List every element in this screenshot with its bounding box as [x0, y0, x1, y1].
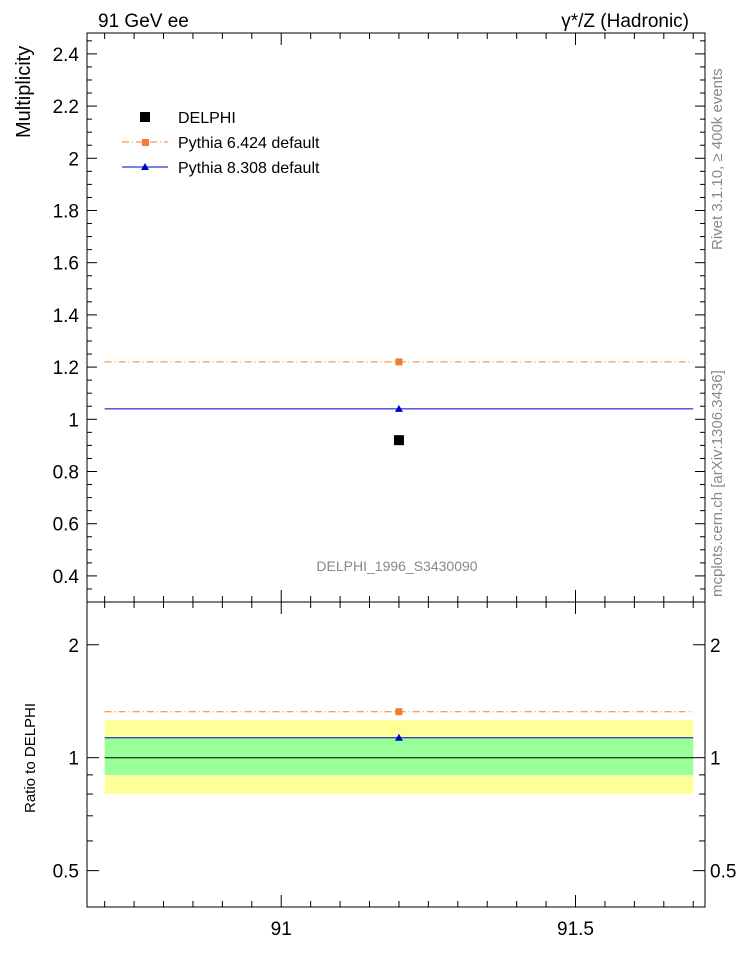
ratio-ytick-label: 0.5 [53, 862, 79, 883]
ratio-ytick-label: 1 [68, 749, 79, 770]
delphi-point [393, 435, 404, 446]
main-ytick-label: 2.4 [53, 45, 80, 66]
header-right: γ*/Z (Hadronic) [561, 11, 689, 32]
mcplots-label: mcplots.cern.ch [arXiv:1306.3436] [709, 370, 726, 597]
ratio-xtick-label: 91 [271, 919, 292, 940]
main-ytick-label: 1 [68, 410, 79, 431]
main-ytick-label: 2 [68, 149, 79, 170]
rivet-label: Rivet 3.1.10, ≥ 400k events [709, 68, 726, 250]
legend-marker-pythia6 [142, 139, 149, 146]
legend-label-delphi: DELPHI [178, 110, 236, 127]
pythia6-point [395, 358, 403, 366]
main-ytick-label: 1.6 [53, 254, 79, 275]
ratio-ytick-label-right: 2 [710, 636, 721, 657]
legend-label-pythia8: Pythia 8.308 default [178, 160, 320, 177]
legend-label-pythia6: Pythia 6.424 default [178, 135, 320, 152]
ratio-panel: 91 91.5 0.5 0.5 1 1 2 2 [53, 601, 736, 940]
header-left: 91 GeV ee [98, 11, 189, 32]
ratio-band-inner [104, 737, 694, 775]
main-ytick-label: 0.8 [53, 462, 79, 483]
ratio-ytick-label-right: 1 [710, 749, 721, 770]
ratio-ylabel: Ratio to DELPHI [22, 703, 39, 813]
ratio-ytick-label: 2 [68, 636, 79, 657]
watermark: DELPHI_1996_S3430090 [316, 558, 477, 574]
main-ytick-label: 2.2 [53, 97, 79, 118]
ratio-xtick-label: 91.5 [557, 919, 594, 940]
main-ytick-label: 1.4 [53, 306, 80, 327]
chart-marks [104, 358, 694, 741]
main-ytick-label: 0.4 [53, 567, 80, 588]
legend: DELPHI Pythia 6.424 default Pythia 8.308… [122, 110, 320, 177]
legend-marker-pythia8 [141, 163, 149, 170]
ratio-ytick-label-right: 0.5 [710, 862, 736, 883]
main-panel: 0.4 0.6 0.8 1 1.2 1.4 1.6 1.8 2 2.2 2.4 [53, 32, 706, 603]
pythia8-point [394, 404, 403, 412]
main-ytick-label: 0.6 [53, 515, 79, 536]
ratio-pythia8-point [394, 733, 403, 741]
ratio-pythia6-point [395, 708, 403, 716]
main-ytick-label: 1.8 [53, 201, 79, 222]
main-ylabel: Multiplicity [13, 46, 35, 138]
ratio-frame [86, 601, 706, 908]
legend-marker-delphi [140, 112, 150, 122]
main-ytick-label: 1.2 [53, 358, 79, 379]
